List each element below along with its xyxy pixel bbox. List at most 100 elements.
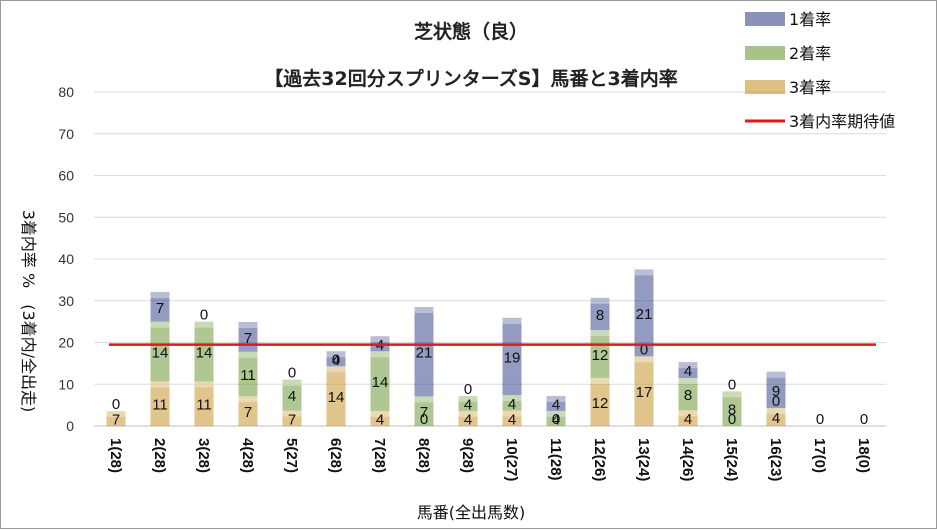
bar-highlight: [767, 372, 786, 378]
data-label: 4: [552, 411, 560, 428]
x-tick-label: 4(28): [239, 438, 256, 473]
data-label: 12: [592, 347, 609, 364]
data-label: 11: [196, 397, 212, 414]
y-tick-label: 0: [66, 418, 74, 434]
x-tick-label: 16(23): [767, 438, 784, 481]
x-tick-label: 15(24): [723, 438, 740, 481]
x-tick-label: 6(28): [327, 438, 344, 473]
bar-highlight: [151, 322, 170, 328]
bar-highlight: [151, 381, 170, 387]
data-label: 19: [504, 349, 521, 366]
y-tick-label: 50: [58, 209, 74, 225]
data-label: 4: [508, 396, 516, 413]
bar-highlight: [591, 378, 610, 384]
bar-highlight: [239, 352, 258, 358]
x-tick-label: 8(28): [415, 438, 432, 473]
legend-label: 1着率: [789, 10, 831, 29]
data-label: 21: [416, 345, 433, 362]
x-tick-label: 7(28): [371, 438, 388, 473]
legend-swatch: [745, 12, 785, 26]
y-tick-label: 40: [58, 251, 74, 267]
data-label: 14: [196, 344, 213, 361]
data-label: 4: [508, 411, 516, 428]
data-label: 0: [200, 307, 208, 324]
data-label: 0: [816, 411, 824, 428]
chart-subtitle: 【過去32回分スプリンターズS】馬番と3着内率: [264, 67, 677, 90]
x-tick-label: 9(28): [459, 438, 476, 473]
data-label: 11: [240, 367, 256, 384]
data-label: 9: [772, 383, 780, 400]
data-label: 4: [464, 411, 472, 428]
y-tick-label: 10: [58, 376, 74, 392]
bar-highlight: [415, 396, 434, 402]
y-ticks: 0 10 20 30 40 50 60 70 80: [58, 84, 74, 434]
x-tick-label: 14(26): [679, 438, 696, 481]
data-label: 21: [636, 306, 653, 323]
x-tick-label: 10(27): [503, 438, 520, 481]
data-label: 7: [244, 404, 252, 421]
data-label: 4: [332, 352, 340, 369]
chart-frame: 7011147111407117740140441440721440441904…: [0, 0, 937, 529]
data-label: 7: [288, 411, 296, 428]
bar-highlight: [415, 307, 434, 313]
bar-highlight: [195, 381, 214, 387]
x-tick-label: 5(27): [283, 438, 300, 473]
data-label: 12: [592, 395, 609, 412]
y-tick-label: 60: [58, 168, 74, 184]
data-label: 14: [372, 374, 389, 391]
x-ticks: 1(28) 2(28) 3(28) 4(28) 5(27) 6(28) 7(28) 8(28)…: [107, 438, 872, 481]
legend-swatch: [745, 80, 785, 94]
x-tick-label: 12(26): [591, 438, 608, 481]
bar-highlight: [151, 292, 170, 298]
y-tick-label: 20: [58, 335, 74, 351]
data-label: 7: [420, 404, 428, 421]
data-label: 4: [376, 411, 384, 428]
bar-highlight: [239, 322, 258, 328]
bar-highlight: [503, 318, 522, 324]
x-tick-label: 11(28): [547, 438, 564, 481]
data-label: 4: [772, 410, 780, 427]
y-axis-label: 3着内率 % (3着内/全出走): [19, 210, 38, 413]
data-labels: 7011147111407117740140441440721440441904…: [112, 300, 868, 429]
data-label: 4: [684, 411, 692, 428]
bar-highlight: [635, 269, 654, 275]
data-label: 14: [328, 389, 345, 406]
x-tick-label: 1(28): [107, 438, 124, 473]
x-tick-label: 17(0): [811, 438, 828, 473]
data-label: 0: [728, 376, 736, 393]
x-tick-label: 18(0): [855, 438, 872, 473]
legend-label: 3着内率期待値: [789, 112, 895, 131]
data-label: 11: [152, 397, 168, 414]
data-label: 4: [288, 388, 296, 405]
data-label: 0: [288, 365, 296, 382]
x-tick-label: 2(28): [151, 438, 168, 473]
bar-highlight: [239, 396, 258, 402]
legend-label: 3着率: [789, 78, 831, 97]
chart-title: 芝状態（良）: [414, 20, 528, 43]
data-label: 0: [860, 411, 868, 428]
x-tick-label: 13(24): [635, 438, 652, 481]
data-label: 17: [636, 384, 653, 401]
legend: 1着率 2着率 3着率 3着内率期待値: [745, 10, 895, 131]
data-label: 7: [156, 300, 164, 317]
bar-highlight: [591, 330, 610, 336]
data-label: 8: [728, 402, 736, 419]
bar-highlight: [591, 298, 610, 304]
x-axis-label: 馬番(全出馬数): [417, 503, 526, 522]
data-label: 7: [112, 411, 120, 428]
y-tick-label: 30: [58, 293, 74, 309]
y-tick-label: 70: [58, 126, 74, 142]
x-tick-label: 3(28): [195, 438, 212, 473]
legend-label: 2着率: [789, 44, 831, 63]
y-tick-label: 80: [58, 84, 74, 100]
stacked-bar-chart: 7011147111407117740140441440721440441904…: [1, 1, 937, 530]
data-label: 0: [464, 381, 472, 398]
legend-swatch: [745, 46, 785, 60]
data-label: 4: [684, 363, 692, 380]
data-label: 4: [552, 396, 560, 413]
data-label: 0: [112, 396, 120, 413]
data-label: 14: [152, 344, 169, 361]
data-label: 8: [684, 387, 692, 404]
data-label: 8: [596, 307, 604, 324]
data-label: 4: [464, 396, 472, 413]
